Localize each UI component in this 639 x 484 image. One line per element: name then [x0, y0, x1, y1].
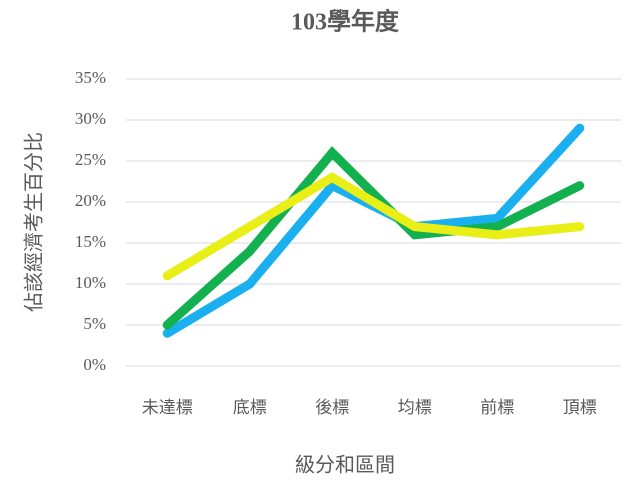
x-tick-label: 底標 [233, 398, 267, 418]
y-tick-label: 15% [75, 232, 106, 251]
series-line [162, 146, 585, 330]
chart-title: 103學年度 [291, 8, 400, 36]
x-tick-label: 後標 [315, 398, 349, 418]
x-tick-label: 均標 [398, 398, 432, 418]
y-tick-label: 0% [83, 355, 106, 374]
series-line [162, 172, 585, 281]
y-tick-label: 5% [83, 314, 106, 333]
y-tick-label: 30% [75, 109, 106, 128]
x-tick-label: 未達標 [142, 398, 193, 418]
x-axis-label: 級分和區間 [295, 453, 395, 477]
y-tick-label: 35% [75, 68, 106, 87]
x-tick-label: 前標 [480, 398, 514, 418]
x-tick-label: 頂標 [563, 398, 597, 418]
y-tick-label: 25% [75, 150, 106, 169]
y-axis-label: 佔該經濟考生百分比 [22, 132, 46, 312]
y-tick-label: 10% [75, 273, 106, 292]
y-tick-label: 20% [75, 191, 106, 210]
